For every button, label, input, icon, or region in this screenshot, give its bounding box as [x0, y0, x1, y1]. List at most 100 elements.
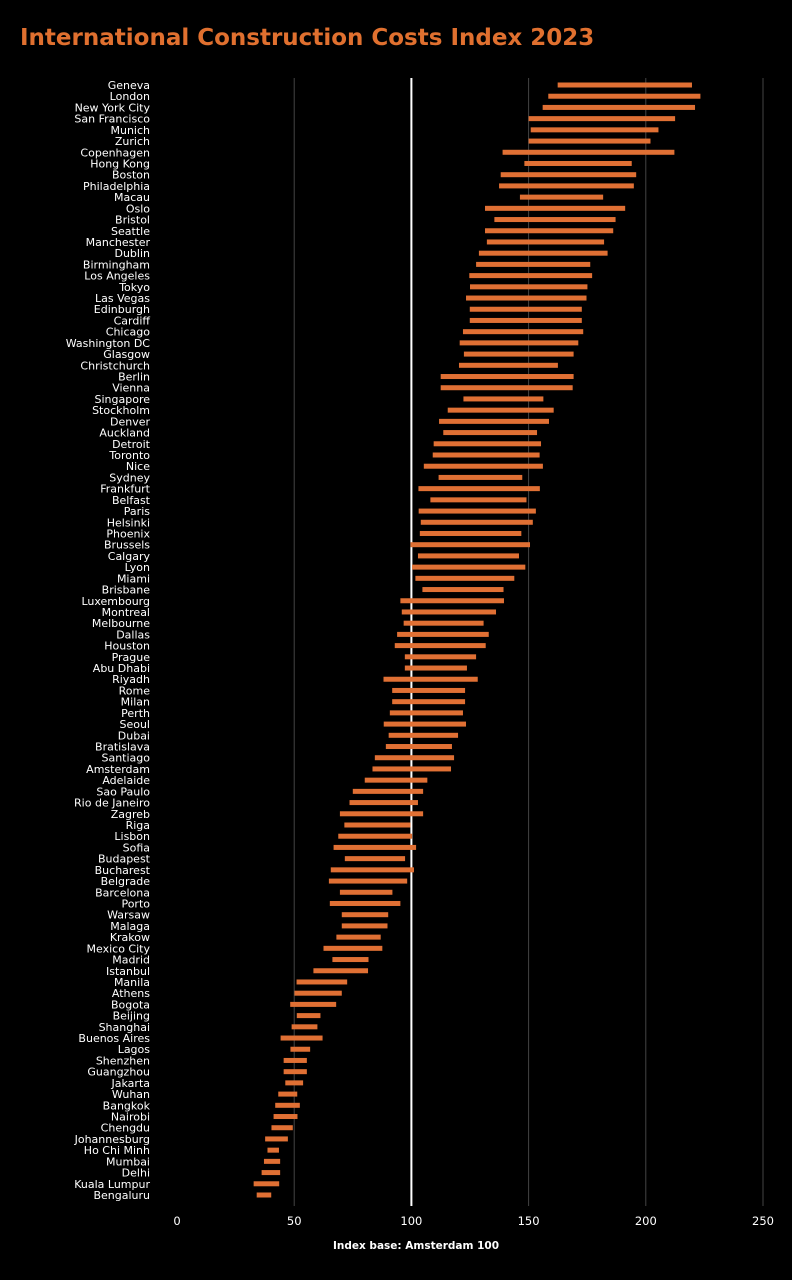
city-label: Bratislava — [95, 741, 150, 754]
range-bar — [328, 878, 408, 884]
range-bar — [265, 1136, 288, 1142]
city-label: Shenzhen — [96, 1054, 150, 1067]
city-label: Bangkok — [103, 1099, 151, 1112]
city-label: Melbourne — [92, 617, 150, 630]
city-label: Manchester — [86, 236, 151, 249]
city-label: Philadelphia — [83, 180, 150, 193]
range-bar — [519, 194, 604, 200]
city-label: New York City — [75, 101, 151, 114]
city-label: Vienna — [112, 382, 150, 395]
city-label: Riga — [126, 819, 150, 832]
city-label: Calgary — [108, 550, 151, 563]
range-bar — [418, 508, 536, 514]
range-bar — [478, 250, 608, 256]
range-bar — [417, 553, 519, 559]
city-label: Belgrade — [101, 875, 151, 888]
range-bar — [404, 665, 467, 671]
range-bar — [466, 295, 587, 301]
city-label: Mumbai — [106, 1155, 150, 1168]
range-bar — [459, 340, 579, 346]
city-label: Riyadh — [112, 673, 150, 686]
range-bar — [388, 732, 459, 738]
city-label: Copenhagen — [80, 146, 150, 159]
range-bar — [528, 138, 651, 144]
city-label: Phoenix — [106, 527, 150, 540]
range-bar — [430, 497, 527, 503]
range-bar — [400, 598, 504, 604]
city-label: Denver — [110, 415, 150, 428]
range-bar — [433, 441, 542, 447]
city-label: Zurich — [115, 135, 150, 148]
city-label: Stockholm — [92, 404, 150, 417]
range-bar — [291, 1024, 318, 1030]
range-bar — [447, 407, 554, 413]
range-bar — [422, 587, 504, 593]
city-label: Seattle — [111, 225, 150, 238]
range-bar — [557, 82, 692, 88]
range-bar — [438, 474, 523, 480]
city-label: Lyon — [125, 561, 150, 574]
range-bar — [458, 362, 558, 368]
range-bar — [470, 284, 588, 290]
range-bar — [410, 542, 531, 548]
range-bar — [403, 620, 484, 626]
x-tick-label: 100 — [400, 1214, 422, 1228]
range-bar — [530, 127, 659, 133]
range-bar — [418, 486, 540, 492]
city-label: Beijing — [113, 1010, 150, 1023]
range-bar — [404, 654, 477, 660]
city-label: Chengdu — [101, 1122, 150, 1135]
city-label: Auckland — [99, 427, 150, 440]
city-label: San Francisco — [74, 113, 150, 126]
range-bar — [338, 833, 413, 839]
range-bar — [285, 1080, 304, 1086]
city-label: Barcelona — [95, 886, 150, 899]
range-bar — [499, 183, 634, 189]
city-label: Warsaw — [107, 909, 150, 922]
range-bar — [462, 329, 584, 335]
range-bar — [423, 463, 543, 469]
range-bar — [397, 631, 489, 637]
city-label: Houston — [104, 640, 150, 653]
city-label: Sao Paulo — [96, 785, 150, 798]
range-bar — [469, 306, 582, 312]
city-label: Montreal — [102, 606, 150, 619]
range-bar — [333, 844, 417, 850]
range-bar — [372, 766, 452, 772]
city-label: Sofia — [123, 841, 150, 854]
city-label: Dallas — [116, 628, 150, 641]
city-label: Manila — [114, 976, 150, 989]
city-label: Tokyo — [118, 281, 150, 294]
range-bar — [263, 1158, 281, 1164]
range-bar — [439, 418, 549, 424]
range-bar — [485, 228, 614, 234]
range-bar — [385, 744, 452, 750]
range-bar — [364, 777, 428, 783]
city-label: Glasgow — [103, 348, 150, 361]
city-label: Chicago — [106, 326, 150, 339]
range-bar — [283, 1057, 307, 1063]
range-bar — [278, 1091, 298, 1097]
city-label: Athens — [112, 987, 150, 1000]
range-bar — [469, 273, 593, 279]
range-bar — [463, 351, 574, 357]
chart-title: International Construction Costs Index 2… — [20, 25, 594, 51]
range-bar — [261, 1170, 281, 1176]
city-label: Johannesburg — [74, 1133, 150, 1146]
x-tick-label: 50 — [287, 1214, 302, 1228]
range-bar — [253, 1181, 280, 1187]
city-label: Bristol — [115, 214, 150, 227]
range-bar — [341, 923, 388, 929]
range-bar — [440, 385, 573, 391]
city-label: Delhi — [122, 1167, 150, 1180]
city-label: Hong Kong — [90, 157, 150, 170]
city-label: Milan — [121, 696, 150, 709]
range-bar — [349, 800, 418, 806]
range-bar — [383, 676, 478, 682]
city-label: Los Angeles — [84, 270, 150, 283]
city-label: Detroit — [112, 438, 151, 451]
range-bar — [283, 1069, 307, 1075]
range-bar — [275, 1102, 300, 1108]
range-bar — [271, 1125, 293, 1131]
